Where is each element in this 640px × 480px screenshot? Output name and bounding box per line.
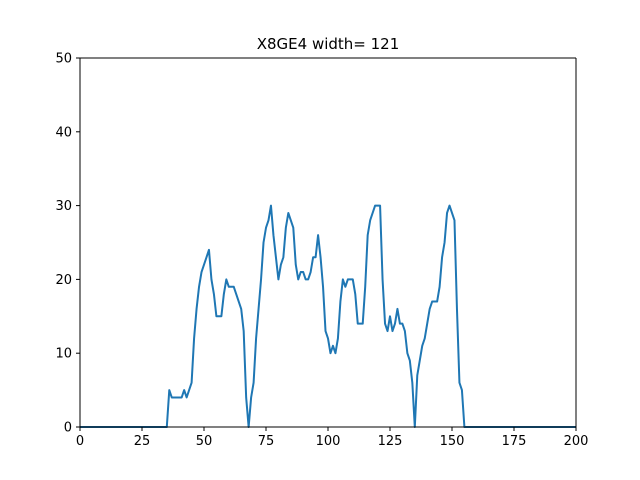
- x-tick-label: 100: [316, 434, 341, 449]
- y-tick-label: 10: [55, 347, 72, 362]
- y-tick-label: 20: [55, 273, 72, 288]
- y-tick-label: 0: [64, 421, 72, 436]
- x-tick-label: 175: [502, 434, 527, 449]
- x-tick-label: 0: [76, 434, 84, 449]
- y-tick-label: 30: [55, 199, 72, 214]
- x-tick-label: 25: [134, 434, 151, 449]
- x-tick-label: 125: [378, 434, 403, 449]
- y-tick-label: 50: [55, 52, 72, 67]
- chart-title: X8GE4 width= 121: [257, 35, 400, 53]
- plot-area: [80, 204, 576, 428]
- y-tick-label: 40: [55, 125, 72, 140]
- x-tick-label: 150: [440, 434, 465, 449]
- x-tick-label: 75: [258, 434, 275, 449]
- x-tick-label: 200: [564, 434, 589, 449]
- x-tick-label: 50: [196, 434, 213, 449]
- series-line-0: [80, 204, 576, 428]
- ticks: 0 25 50 75 100 125 150 175 200 0 10 20 30 40 50: [55, 52, 588, 450]
